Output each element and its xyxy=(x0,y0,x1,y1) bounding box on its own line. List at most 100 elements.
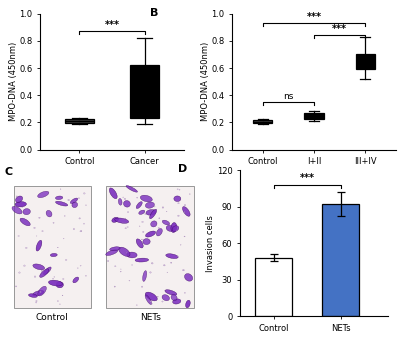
Ellipse shape xyxy=(38,286,46,296)
Ellipse shape xyxy=(156,228,162,236)
Ellipse shape xyxy=(170,262,172,263)
Ellipse shape xyxy=(114,286,116,287)
Ellipse shape xyxy=(41,270,43,272)
Ellipse shape xyxy=(114,266,116,267)
Ellipse shape xyxy=(129,280,130,281)
Ellipse shape xyxy=(126,252,127,253)
Text: B: B xyxy=(150,8,158,18)
Ellipse shape xyxy=(24,265,25,267)
Ellipse shape xyxy=(79,218,80,219)
Ellipse shape xyxy=(184,274,193,281)
Ellipse shape xyxy=(34,227,35,228)
Ellipse shape xyxy=(36,240,42,251)
Text: Control: Control xyxy=(36,312,68,322)
Ellipse shape xyxy=(179,189,180,190)
Ellipse shape xyxy=(174,196,181,202)
Ellipse shape xyxy=(136,239,143,248)
Ellipse shape xyxy=(127,252,137,258)
Ellipse shape xyxy=(177,256,178,257)
Ellipse shape xyxy=(15,286,17,287)
Y-axis label: MPO-DNA (450nm): MPO-DNA (450nm) xyxy=(9,42,18,121)
Ellipse shape xyxy=(39,217,40,218)
Ellipse shape xyxy=(36,300,37,302)
Ellipse shape xyxy=(182,269,184,271)
Ellipse shape xyxy=(18,272,20,273)
Text: D: D xyxy=(178,164,187,174)
Ellipse shape xyxy=(162,207,164,208)
Ellipse shape xyxy=(171,294,177,301)
Ellipse shape xyxy=(15,202,26,207)
Ellipse shape xyxy=(73,277,79,283)
Ellipse shape xyxy=(127,211,129,212)
Ellipse shape xyxy=(127,226,128,228)
FancyBboxPatch shape xyxy=(106,186,194,308)
PathPatch shape xyxy=(64,119,94,123)
Ellipse shape xyxy=(184,292,186,293)
Ellipse shape xyxy=(143,271,147,282)
Ellipse shape xyxy=(173,299,181,304)
Ellipse shape xyxy=(162,301,163,302)
Ellipse shape xyxy=(20,218,30,226)
Ellipse shape xyxy=(125,227,126,229)
Ellipse shape xyxy=(62,278,64,279)
Ellipse shape xyxy=(162,220,170,225)
Ellipse shape xyxy=(119,247,130,256)
Ellipse shape xyxy=(57,301,58,302)
Bar xyxy=(322,204,360,316)
Ellipse shape xyxy=(50,253,57,257)
Ellipse shape xyxy=(12,206,22,214)
Ellipse shape xyxy=(151,221,157,227)
Ellipse shape xyxy=(184,236,185,237)
Ellipse shape xyxy=(40,269,49,277)
Ellipse shape xyxy=(172,226,179,232)
Ellipse shape xyxy=(83,223,85,224)
Ellipse shape xyxy=(182,207,190,216)
Ellipse shape xyxy=(34,276,36,277)
FancyBboxPatch shape xyxy=(14,186,90,308)
Ellipse shape xyxy=(136,202,142,208)
Ellipse shape xyxy=(151,303,152,304)
Ellipse shape xyxy=(109,188,117,199)
Ellipse shape xyxy=(167,272,168,273)
Ellipse shape xyxy=(178,215,179,217)
Ellipse shape xyxy=(42,231,43,232)
Ellipse shape xyxy=(124,198,126,200)
Ellipse shape xyxy=(178,203,179,204)
Ellipse shape xyxy=(145,202,154,208)
Ellipse shape xyxy=(120,269,121,270)
Text: ***: *** xyxy=(306,12,322,22)
Ellipse shape xyxy=(63,238,64,239)
Ellipse shape xyxy=(33,290,44,296)
Ellipse shape xyxy=(115,218,129,223)
Ellipse shape xyxy=(107,260,109,262)
Ellipse shape xyxy=(62,295,63,296)
Ellipse shape xyxy=(72,202,78,208)
Ellipse shape xyxy=(166,211,167,212)
Ellipse shape xyxy=(110,247,120,251)
Ellipse shape xyxy=(46,210,52,217)
Ellipse shape xyxy=(73,228,75,230)
Ellipse shape xyxy=(143,239,150,244)
Ellipse shape xyxy=(150,301,151,302)
Ellipse shape xyxy=(38,191,49,198)
Ellipse shape xyxy=(126,186,138,192)
Ellipse shape xyxy=(142,221,144,223)
Ellipse shape xyxy=(56,282,64,288)
Ellipse shape xyxy=(70,198,78,204)
Text: C: C xyxy=(4,167,12,177)
Ellipse shape xyxy=(81,231,82,232)
Ellipse shape xyxy=(16,196,23,203)
Ellipse shape xyxy=(57,247,58,248)
Ellipse shape xyxy=(176,230,178,231)
Ellipse shape xyxy=(54,276,55,277)
PathPatch shape xyxy=(130,65,160,118)
Ellipse shape xyxy=(36,302,37,303)
Ellipse shape xyxy=(142,231,144,233)
Ellipse shape xyxy=(139,226,140,227)
Ellipse shape xyxy=(118,199,122,205)
Ellipse shape xyxy=(157,296,158,297)
Y-axis label: Invasion cells: Invasion cells xyxy=(206,215,215,272)
Ellipse shape xyxy=(145,295,152,305)
Ellipse shape xyxy=(78,198,80,199)
Ellipse shape xyxy=(146,209,156,215)
